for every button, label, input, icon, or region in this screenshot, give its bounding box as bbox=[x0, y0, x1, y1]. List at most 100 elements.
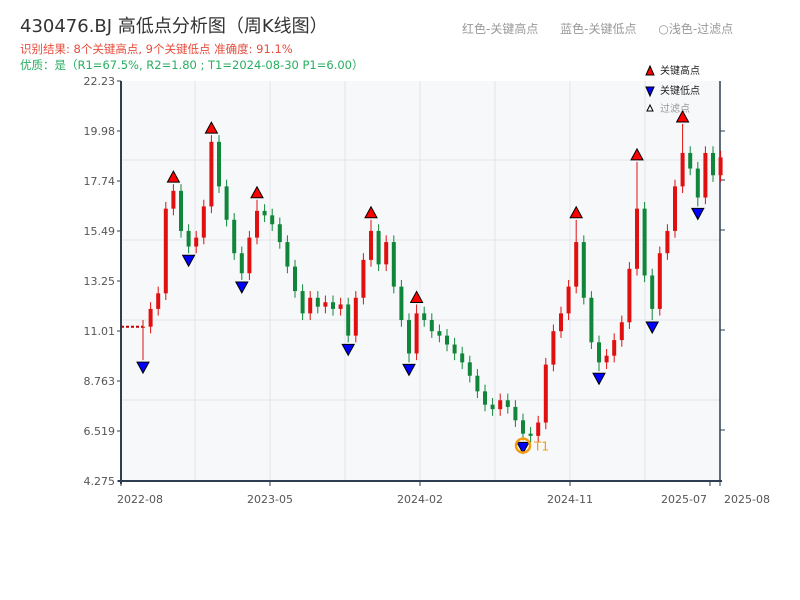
key-low-marker bbox=[341, 343, 356, 357]
candle-body bbox=[285, 242, 290, 267]
quality-summary: 优质：是（R1=67.5%, R2=1.80 ; T1=2024-08-30 P… bbox=[20, 58, 364, 72]
key-low-marker bbox=[592, 372, 606, 386]
key-high-marker bbox=[250, 185, 264, 199]
candle-body bbox=[369, 230, 373, 260]
x-tick-label: 2024-02 bbox=[397, 493, 443, 506]
key-low-marker bbox=[402, 363, 416, 377]
candle-body bbox=[156, 293, 161, 309]
candle-body bbox=[429, 320, 434, 332]
candle-body bbox=[262, 210, 267, 216]
candle-body bbox=[293, 266, 297, 292]
candle-body bbox=[353, 297, 358, 336]
candle-body bbox=[308, 297, 313, 314]
candle-body bbox=[179, 190, 183, 231]
key-high-marker bbox=[166, 170, 181, 183]
candle-body bbox=[475, 375, 480, 392]
key-high-marker bbox=[675, 109, 690, 123]
y-tick-label: 13.25 bbox=[84, 275, 116, 288]
y-tick-label: 4.275 bbox=[84, 475, 116, 488]
key-low-marker bbox=[181, 254, 196, 268]
candle-body bbox=[460, 353, 465, 363]
result-summary: 识别结果: 8个关键高点, 9个关键低点 准确度: 91.1% bbox=[20, 42, 293, 56]
candle-body bbox=[407, 320, 411, 354]
candle-body bbox=[665, 230, 670, 254]
y-tick-label: 17.74 bbox=[84, 175, 116, 188]
candle-body bbox=[452, 344, 457, 354]
x-tick-label: 2025-08 bbox=[724, 493, 770, 506]
y-tick-label: 11.01 bbox=[84, 325, 116, 338]
y-tick-label: 6.519 bbox=[84, 425, 116, 438]
candle-body bbox=[680, 152, 685, 187]
candle-body bbox=[422, 313, 427, 321]
x-tick-label: 2022-08 bbox=[117, 493, 163, 506]
legend-high-icon bbox=[645, 64, 655, 76]
t1-circle bbox=[514, 437, 532, 454]
legend-low: 关键低点 bbox=[660, 86, 700, 97]
candle-body bbox=[635, 208, 639, 269]
candle-body bbox=[642, 208, 647, 276]
candle-body bbox=[657, 253, 662, 309]
candle-body bbox=[277, 224, 282, 243]
candle-body bbox=[498, 400, 503, 410]
candle-body bbox=[581, 242, 586, 298]
candle-body bbox=[376, 230, 381, 265]
key-high-marker bbox=[409, 290, 424, 303]
candle-body bbox=[163, 208, 168, 294]
candle-body bbox=[703, 152, 708, 198]
candle-body bbox=[467, 362, 472, 376]
candle-body bbox=[650, 275, 655, 309]
candle-body bbox=[437, 331, 442, 336]
candle-body bbox=[695, 168, 700, 198]
candle-body bbox=[718, 157, 723, 176]
candle-body bbox=[194, 237, 199, 247]
candle-body bbox=[148, 308, 153, 327]
key-low-marker bbox=[516, 441, 530, 455]
candle-body bbox=[688, 152, 693, 169]
x-tick-label: 2024-11 bbox=[547, 493, 593, 506]
key-high-marker bbox=[364, 205, 378, 219]
candle-body bbox=[239, 253, 244, 274]
candle-body bbox=[361, 259, 366, 298]
candle-body bbox=[627, 268, 632, 323]
legend-filtered-icon bbox=[646, 103, 654, 112]
key-high-marker bbox=[204, 121, 219, 134]
y-tick-label: 8.763 bbox=[84, 375, 116, 388]
y-tick-label: 19.98 bbox=[84, 125, 116, 138]
key-high-marker bbox=[569, 205, 584, 219]
candle-body bbox=[414, 313, 419, 354]
key-low-marker bbox=[136, 361, 150, 375]
hint-light: ○浅色-过滤点 bbox=[658, 22, 734, 36]
x-tick-label: 2023-05 bbox=[247, 493, 293, 506]
candle-body bbox=[171, 190, 176, 209]
hint-blue: 蓝色-关键低点 bbox=[560, 22, 637, 36]
key-low-marker bbox=[234, 281, 249, 294]
candle-body bbox=[391, 242, 396, 287]
candle-body bbox=[505, 400, 510, 407]
y-tick-label: 15.49 bbox=[84, 225, 116, 238]
candle-body bbox=[597, 342, 601, 363]
candle-body bbox=[141, 326, 145, 328]
candle-body bbox=[331, 302, 335, 309]
candle-body bbox=[217, 141, 221, 187]
candle-body bbox=[673, 186, 677, 231]
candle-body bbox=[338, 304, 343, 309]
candle-body bbox=[574, 242, 579, 287]
candle-body bbox=[270, 215, 275, 225]
candle-body bbox=[186, 230, 191, 247]
candle-body bbox=[619, 322, 624, 341]
candle-body bbox=[536, 422, 541, 436]
candle-body bbox=[528, 433, 533, 436]
candle-body bbox=[399, 286, 404, 321]
t1-label: T1 bbox=[533, 440, 549, 454]
candle-body bbox=[589, 297, 594, 343]
candle-body bbox=[521, 420, 525, 434]
candle-body bbox=[201, 206, 206, 238]
y-tick-label: 22.23 bbox=[84, 75, 116, 88]
candle-body bbox=[445, 335, 449, 345]
legend-high: 关键高点 bbox=[660, 66, 700, 77]
key-low-marker bbox=[690, 207, 705, 221]
candle-body bbox=[224, 186, 229, 220]
candle-body bbox=[604, 355, 609, 363]
candle-body bbox=[483, 391, 487, 405]
